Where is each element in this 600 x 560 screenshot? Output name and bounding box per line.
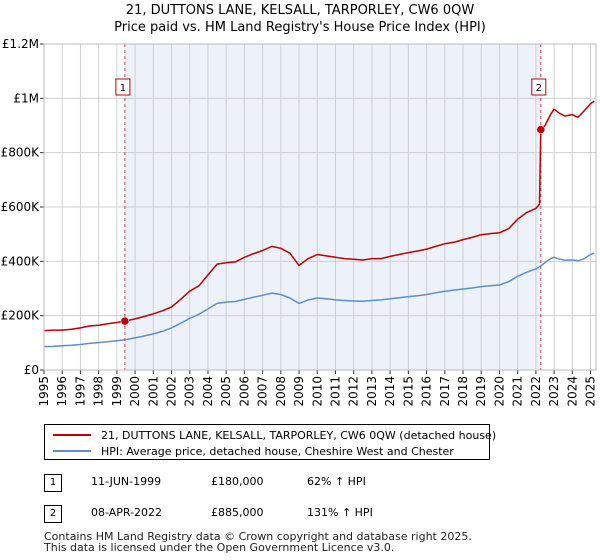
x-tick-label: 1998 [92,376,106,407]
x-tick-label: 2024 [565,376,579,407]
x-tick-label: 2025 [584,376,598,407]
sale-price: £885,000 [211,506,264,519]
y-tick-label: £1M [13,91,39,105]
x-tick-label: 2003 [183,376,197,407]
x-tick-label: 2010 [310,376,324,407]
x-tick-label: 2005 [219,376,233,407]
y-tick-label: £1.2M [2,37,39,51]
sale-date: 11-JUN-1999 [91,475,162,488]
x-tick-label: 2017 [438,376,452,407]
x-tick-label: 2008 [274,376,288,407]
x-tick-label: 2001 [146,376,160,407]
x-tick-label: 1996 [55,376,69,407]
property-price-line [43,100,595,332]
y-tick-label: £0 [24,363,39,377]
legend-swatch-hpi [53,450,91,452]
hpi-line [43,252,595,348]
legend-item-hpi: HPI: Average price, detached house, Ches… [53,443,454,459]
x-tick-label: 1995 [37,376,51,407]
sale-date: 08-APR-2022 [91,506,163,519]
series-lines [43,100,595,348]
sale-marker: 1 [44,474,62,492]
x-tick-label: 2022 [529,376,543,407]
x-tick-label: 2012 [347,376,361,407]
sale-marker-box [531,78,547,96]
x-tick-label: 2002 [165,376,179,407]
x-tick-label: 2007 [256,376,270,407]
sale-point [120,316,130,326]
legend-label-hpi: HPI: Average price, detached house, Ches… [101,444,454,458]
x-tick-label: 2018 [456,376,470,407]
chart-title: 21, DUTTONS LANE, KELSALL, TARPORLEY, CW… [125,3,475,18]
chart-subtitle: Price paid vs. HM Land Registry's House … [114,20,486,35]
chart-title-block: 21, DUTTONS LANE, KELSALL, TARPORLEY, CW… [0,2,600,36]
sale-marker-label: 2 [536,83,542,94]
legend-swatch-property [53,434,91,436]
x-tick-label: 2021 [511,376,525,407]
footer-copyright: Contains HM Land Registry data © Crown c… [44,530,472,543]
sale-points [120,125,546,326]
x-tick-label: 1999 [110,376,124,407]
y-tick-label: £600K [1,200,41,214]
x-axis: 1995 1996 1997 1998 1999 2000 2001 2002 2003 2004… [37,370,598,407]
sale-hpi-change: 131% ↑ HPI [307,506,373,519]
x-tick-label: 2019 [474,376,488,407]
x-tick-label: 2006 [237,376,251,407]
footer: Contains HM Land Registry data © Crown c… [44,531,472,553]
x-tick-label: 2016 [420,376,434,407]
x-tick-label: 2011 [328,376,342,407]
x-tick-label: 2009 [292,376,306,407]
x-tick-label: 2023 [547,376,561,407]
plot-border [43,43,597,371]
grid-lines [43,43,596,371]
x-tick-label: 2000 [128,376,142,407]
x-tick-label: 2014 [383,376,397,407]
sale-vlines [124,44,542,370]
y-tick-label: £400K [1,254,41,268]
x-tick-label: 2013 [365,376,379,407]
footer-licence: This data is licensed under the Open Gov… [44,541,395,554]
x-tick-label: 2015 [401,376,415,407]
sale-point [536,125,546,134]
sale-price: £180,000 [211,475,264,488]
legend-item-property: 21, DUTTONS LANE, KELSALL, TARPORLEY, CW… [53,427,496,443]
sale-hpi-change: 62% ↑ HPI [307,475,366,488]
legend: 21, DUTTONS LANE, KELSALL, TARPORLEY, CW… [44,424,496,460]
sale-marker-label: 1 [120,83,126,94]
sale-marker: 2 [44,505,62,523]
x-tick-label: 2020 [492,376,506,407]
y-axis: £0 £200K £400K £600K £800K £1M £1.2M [1,37,44,377]
x-tick-label: 2004 [201,376,215,407]
y-tick-label: £200K [1,309,41,323]
sale-marker-box [115,78,131,96]
legend-label-property: 21, DUTTONS LANE, KELSALL, TARPORLEY, CW… [101,428,497,442]
y-tick-label: £800K [1,146,41,160]
x-tick-label: 1997 [73,376,87,407]
